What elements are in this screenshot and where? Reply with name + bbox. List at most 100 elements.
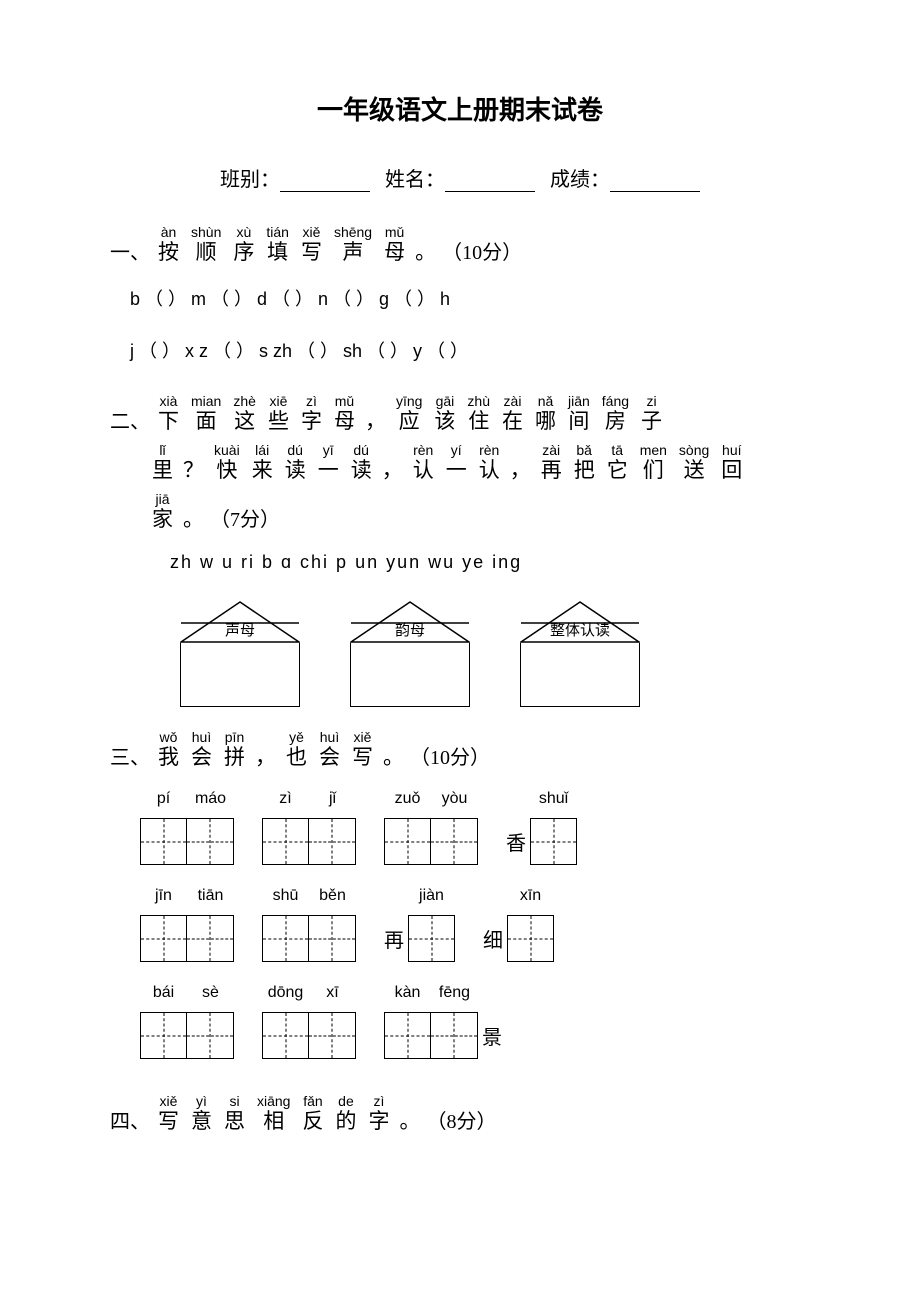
hanzi: 序 [233,242,254,263]
houses-row: 声母 韵母 整体认读 [180,601,820,707]
name-blank[interactable] [445,170,535,192]
pinyin: bǎ [576,443,592,457]
writing-box[interactable] [408,915,455,962]
pinyin: xià [160,394,178,408]
class-blank[interactable] [280,170,370,192]
writing-box[interactable] [384,1012,431,1059]
writing-box[interactable] [530,818,577,865]
writing-box[interactable] [140,818,187,865]
pinyin-label: fēng [431,984,478,1002]
annotated-char: dú读 [285,443,306,481]
annotated-char: rèn认 [413,443,434,481]
pinyin: xiāng [257,1094,290,1108]
hanzi: 再 [541,460,562,481]
q3-group: jiàn 再 [384,887,455,962]
annotated-char: fáng房 [602,394,629,432]
q3-group: shūběn [262,887,356,962]
hanzi: 顺 [196,242,217,263]
q3-pinyin-row: pímáo [140,790,234,808]
hanzi: 在 [502,411,523,432]
hanzi: 住 [468,411,489,432]
pinyin: shēng [334,225,372,239]
q3-pinyin-row: dōngxī [262,984,356,1002]
writing-box[interactable] [309,915,356,962]
hanzi: 也 [286,747,307,768]
house[interactable]: 整体认读 [520,601,640,707]
annotated-char: zhè这 [233,394,256,432]
house-body[interactable] [350,643,470,707]
section-2-points: （7分） [210,510,280,530]
house[interactable]: 声母 [180,601,300,707]
writing-box[interactable] [262,1012,309,1059]
pinyin: wǒ [160,730,178,744]
q1-letter-rows: b （ ） m （ ） d （ ） n （ ） g （ ） h j （ ） x … [130,285,820,363]
score-blank[interactable] [610,170,700,192]
house-body[interactable] [180,643,300,707]
pinyin: dú [287,443,303,457]
writing-box[interactable] [187,818,234,865]
hanzi: 我 [158,747,179,768]
writing-box[interactable] [431,1012,478,1059]
q3-box-row [384,818,478,865]
writing-box[interactable] [262,818,309,865]
writing-box[interactable] [309,818,356,865]
hanzi: 们 [643,460,664,481]
pinyin: yí [451,443,462,457]
pinyin-label: jiàn [408,887,455,905]
annotated-char: nǎ哪 [535,394,556,432]
writing-box[interactable] [140,915,187,962]
pinyin: pīn [225,730,244,744]
hanzi: 写 [352,747,373,768]
writing-box[interactable] [384,818,431,865]
annotated-char: zài在 [502,394,523,432]
pinyin: kuài [214,443,240,457]
house-body[interactable] [520,643,640,707]
writing-box[interactable] [431,818,478,865]
annotated-char: jiān间 [568,394,590,432]
house[interactable]: 韵母 [350,601,470,707]
section-2-line2: lǐ里 ？ kuài快lái来dú读yī一dú读 ， rèn认yí一rèn认 ，… [146,438,820,481]
annotated-char: dú读 [351,443,372,481]
pinyin-label: xīn [507,887,554,905]
writing-box[interactable] [262,915,309,962]
pinyin: mǔ [385,225,404,239]
hanzi: 回 [721,460,742,481]
q3-box-row [262,915,356,962]
pinyin-label: bái [140,984,187,1002]
q3-box-row: 再 [384,915,455,962]
pinyin: zì [306,394,317,408]
pinyin: lǐ [159,443,165,457]
writing-box[interactable] [187,915,234,962]
annotated-char: huì会 [191,730,212,768]
hanzi: 一 [446,460,467,481]
annotated-char: shùn顺 [191,225,221,263]
hanzi: 母 [334,411,355,432]
hanzi: 家 [152,509,173,530]
annotated-char: fǎn反 [302,1094,323,1132]
pinyin: men [640,443,667,457]
annotated-char: yě也 [286,730,307,768]
annotated-char: rèn认 [479,443,500,481]
q3-box-row [140,915,234,962]
q1-row2[interactable]: j （ ） x z （ ） s zh （ ） sh （ ） y （ ） [130,337,820,363]
prefix-char: 再 [384,924,404,953]
annotated-char: àn按 [158,225,179,263]
q3-group: pímáo [140,790,234,865]
hanzi: 下 [158,411,179,432]
q1-row1[interactable]: b （ ） m （ ） d （ ） n （ ） g （ ） h [130,285,820,311]
hanzi: 反 [302,1111,323,1132]
writing-box[interactable] [309,1012,356,1059]
writing-box[interactable] [507,915,554,962]
hanzi: 房 [605,411,626,432]
annotated-char: mǔ母 [334,394,355,432]
hanzi: 意 [191,1111,212,1132]
annotated-char: tián填 [266,225,289,263]
writing-box[interactable] [187,1012,234,1059]
annotated-char: sòng送 [679,443,709,481]
pinyin: jiā [155,492,169,506]
section-3-points: （10分） [410,748,490,768]
pinyin-label: sè [187,984,234,1002]
writing-box[interactable] [140,1012,187,1059]
score-label: 成绩： [550,169,610,191]
pinyin-label: jǐ [309,790,356,808]
